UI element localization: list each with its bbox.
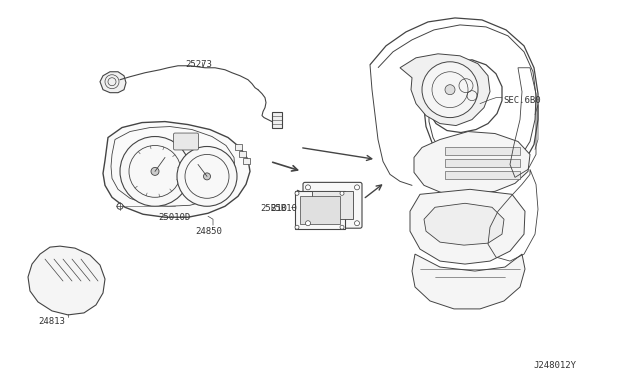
- Polygon shape: [103, 122, 250, 217]
- FancyBboxPatch shape: [295, 191, 345, 229]
- Polygon shape: [400, 54, 490, 126]
- Circle shape: [177, 147, 237, 206]
- Circle shape: [295, 225, 299, 229]
- Bar: [243, 158, 250, 164]
- Text: 24850: 24850: [195, 227, 222, 236]
- Circle shape: [117, 203, 123, 209]
- Polygon shape: [414, 132, 530, 194]
- FancyBboxPatch shape: [173, 133, 198, 150]
- Circle shape: [151, 167, 159, 175]
- Circle shape: [204, 173, 211, 180]
- Polygon shape: [424, 203, 504, 245]
- Polygon shape: [412, 254, 525, 309]
- Text: 25B10: 25B10: [260, 204, 287, 213]
- Bar: [300, 196, 340, 224]
- Circle shape: [295, 191, 299, 195]
- Polygon shape: [445, 171, 520, 179]
- Text: 25010D: 25010D: [158, 213, 190, 222]
- Bar: [235, 144, 242, 150]
- Text: 25B10: 25B10: [270, 204, 297, 213]
- Circle shape: [305, 185, 310, 190]
- Polygon shape: [100, 72, 126, 93]
- Bar: [312, 191, 353, 219]
- Polygon shape: [445, 147, 520, 155]
- Text: SEC.6B0: SEC.6B0: [503, 96, 541, 105]
- Circle shape: [305, 221, 310, 226]
- FancyBboxPatch shape: [303, 182, 362, 228]
- Polygon shape: [410, 189, 525, 264]
- Circle shape: [355, 221, 360, 226]
- Text: 24813: 24813: [38, 317, 65, 326]
- Circle shape: [445, 85, 455, 94]
- Text: J248012Y: J248012Y: [533, 361, 576, 370]
- Circle shape: [340, 191, 344, 195]
- Text: 25273: 25273: [185, 60, 212, 69]
- Circle shape: [355, 185, 360, 190]
- Circle shape: [120, 137, 190, 206]
- Bar: [239, 151, 246, 157]
- Circle shape: [422, 62, 478, 118]
- Circle shape: [340, 225, 344, 229]
- Polygon shape: [28, 246, 105, 315]
- Polygon shape: [272, 112, 282, 128]
- Polygon shape: [445, 160, 520, 167]
